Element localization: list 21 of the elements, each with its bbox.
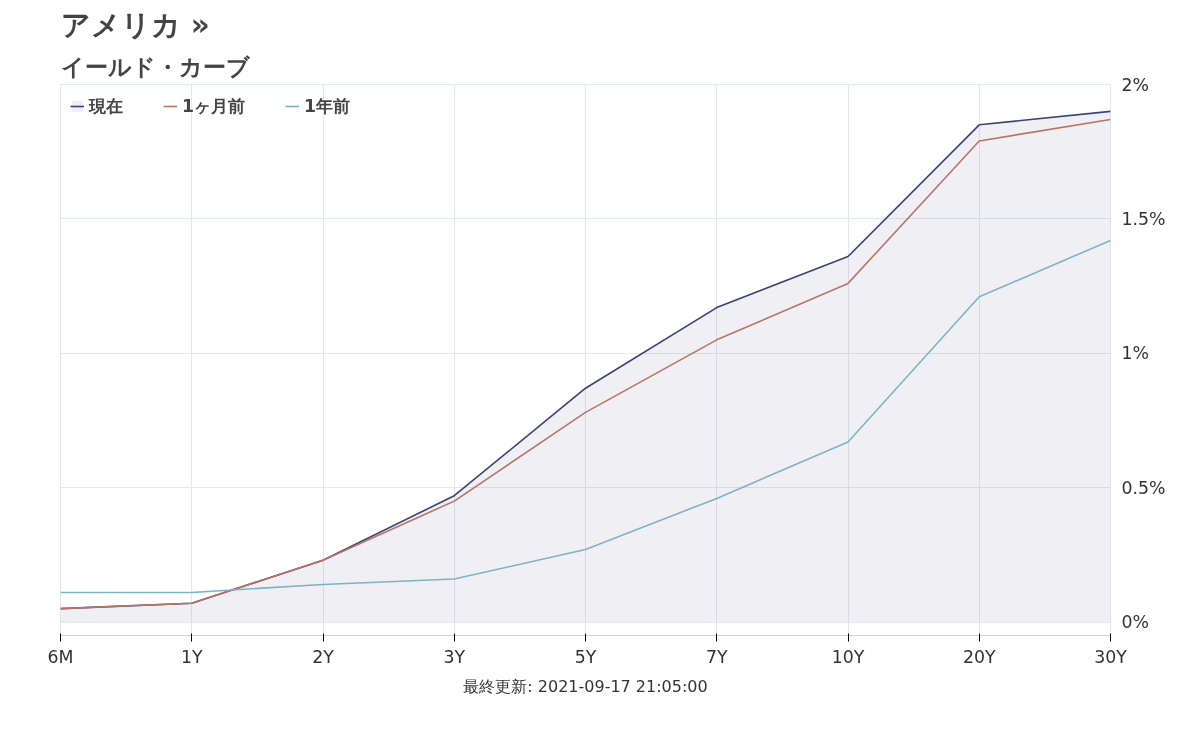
x-tick-label: 2Y [312,646,335,667]
legend-label: 1年前 [304,95,351,118]
legend-label: 1ヶ月前 [182,95,246,118]
x-tick-label: 7Y [705,646,728,667]
y-tick-label: 0.5% [1121,477,1166,498]
y-tick-label: 1% [1121,343,1149,364]
chart-subtitle: イールド・カーブ [60,53,251,80]
x-tick-label: 5Y [574,646,597,667]
x-tick-label: 3Y [443,646,466,667]
y-tick-label: 0% [1121,612,1149,633]
x-tick-label: 1Y [180,646,203,667]
x-tick-label: 20Y [962,646,996,667]
text: 最終更新: 2021-09-17 21:05:00 [463,676,708,696]
chart-title: アメリカ » [60,7,210,42]
y-tick-label: 2% [1121,74,1149,95]
x-tick-label: 10Y [831,646,865,667]
x-tick-label: 30Y [1094,646,1128,667]
line-series [60,239,1111,594]
x-tick-label: 6M [47,646,74,667]
legend-label: 現在 [89,95,123,118]
y-tick-label: 1.5% [1121,208,1166,229]
